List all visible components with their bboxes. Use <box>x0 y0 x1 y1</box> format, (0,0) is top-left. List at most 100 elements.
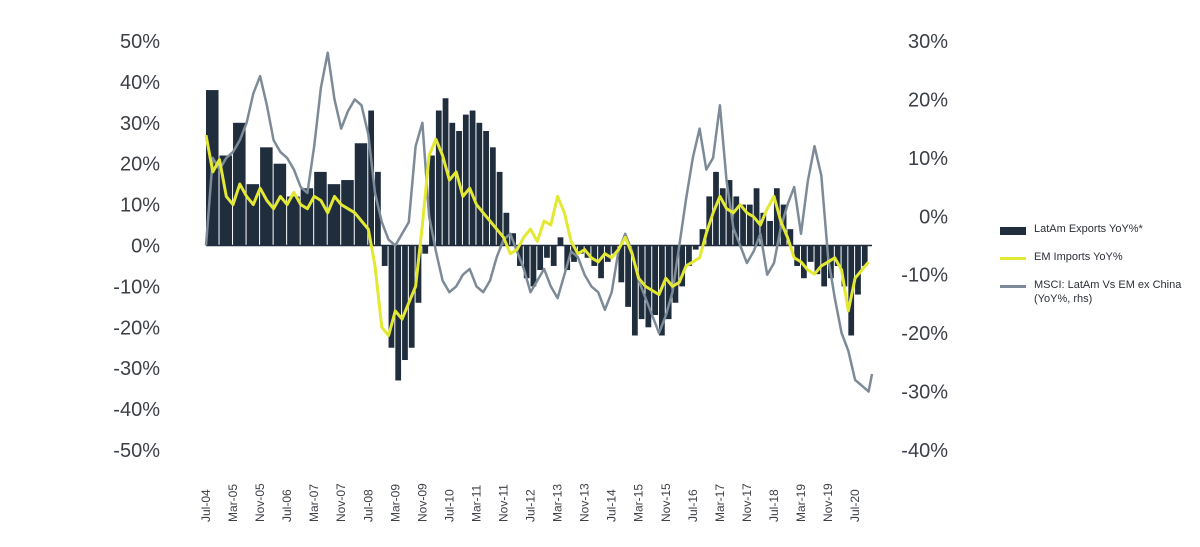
exports-bar <box>746 204 753 246</box>
x-tick-label: Jul-06 <box>280 489 294 522</box>
exports-bar <box>327 184 341 246</box>
exports-bar <box>368 110 375 246</box>
exports-bar <box>726 180 733 246</box>
exports-bars <box>206 90 868 381</box>
exports-bar <box>814 245 821 275</box>
legend: LatAm Exports YoY%* EM Imports YoY% MSCI… <box>1000 222 1190 320</box>
left-tick-label: -40% <box>113 399 160 421</box>
left-tick-label: -50% <box>113 440 160 462</box>
exports-bar <box>483 130 489 246</box>
legend-item-exports: LatAm Exports YoY%* <box>1000 222 1190 236</box>
x-tick-label: Mar-17 <box>713 484 727 522</box>
exports-bar <box>530 245 537 287</box>
x-tick-label: Nov-11 <box>497 484 511 522</box>
exports-bar <box>773 188 780 246</box>
imports-line <box>204 134 870 337</box>
x-tick-label: Nov-13 <box>578 483 592 522</box>
exports-bar <box>591 245 598 266</box>
legend-label-msci: MSCI: LatAm Vs EM ex China (YoY%, rhs) <box>1034 279 1182 305</box>
exports-bar <box>807 245 814 262</box>
x-tick-label: Jul-08 <box>361 489 375 522</box>
x-tick-label: Jul-18 <box>767 489 781 522</box>
exports-bar <box>631 245 638 336</box>
exports-bar <box>381 245 388 266</box>
x-tick-label: Mar-07 <box>307 484 321 522</box>
exports-bar <box>550 245 557 266</box>
exports-bar <box>604 245 611 262</box>
x-tick-label: Nov-09 <box>415 483 429 522</box>
right-tick-label: -30% <box>901 382 948 404</box>
exports-bar <box>733 196 740 246</box>
x-tick-label: Mar-19 <box>794 484 808 522</box>
exports-bar <box>273 163 287 246</box>
exports-bar <box>354 143 368 246</box>
x-tick-label: Jul-20 <box>848 489 862 522</box>
exports-bar <box>503 212 510 246</box>
right-tick-label: 30% <box>908 31 948 53</box>
x-axis: Jul-04 Mar-05 Nov-05 Jul-06 Mar-07 Nov-07 Jul-… <box>199 483 862 522</box>
exports-bar <box>489 147 496 246</box>
x-tick-label: Mar-15 <box>632 484 646 522</box>
exports-bar <box>760 212 767 246</box>
x-tick-label: Nov-19 <box>821 483 835 522</box>
right-tick-label: -20% <box>901 323 948 345</box>
exports-bar <box>537 245 544 271</box>
exports-bar <box>611 245 618 254</box>
left-tick-label: 10% <box>120 195 160 217</box>
exports-bar <box>557 237 564 246</box>
exports-bar <box>794 245 801 266</box>
exports-bar <box>415 245 422 303</box>
exports-bar <box>577 245 584 254</box>
exports-bar <box>834 245 841 266</box>
exports-bar <box>544 245 550 258</box>
right-tick-label: 0% <box>919 206 948 228</box>
exports-bar <box>496 171 503 246</box>
legend-swatch-msci <box>1000 285 1026 288</box>
x-tick-label: Jul-14 <box>605 489 619 522</box>
exports-bar <box>564 245 571 271</box>
exports-bar <box>388 245 395 348</box>
exports-bar <box>625 245 631 307</box>
exports-bar <box>740 204 746 246</box>
exports-bar <box>314 171 327 246</box>
x-tick-label: Nov-17 <box>740 483 754 522</box>
exports-bar <box>719 188 726 246</box>
x-tick-label: Mar-11 <box>469 485 483 522</box>
x-tick-label: Jul-10 <box>442 489 456 522</box>
x-tick-label: Jul-16 <box>686 489 700 522</box>
left-tick-label: 0% <box>131 236 160 258</box>
exports-bar <box>300 188 314 246</box>
exports-bar <box>767 220 773 246</box>
msci-line <box>204 51 874 393</box>
exports-bar <box>422 245 429 254</box>
right-tick-label: -10% <box>901 265 948 287</box>
right-axis: 30% 20% 10% 0% -10% -20% -30% -40% <box>901 31 948 462</box>
left-tick-label: -20% <box>113 317 160 339</box>
exports-bar <box>429 155 435 246</box>
x-tick-label: Mar-13 <box>551 484 565 522</box>
exports-bar <box>855 245 861 295</box>
exports-bar <box>652 245 659 316</box>
legend-label-imports: EM Imports YoY% <box>1034 251 1123 263</box>
x-tick-label: Jul-04 <box>199 489 213 522</box>
exports-bar <box>679 245 686 287</box>
exports-bar <box>699 229 706 246</box>
left-tick-label: 30% <box>120 113 160 135</box>
legend-swatch-exports <box>1000 227 1026 235</box>
exports-bar <box>462 114 469 246</box>
x-tick-label: Jul-12 <box>524 489 538 522</box>
x-tick-label: Nov-07 <box>334 483 348 522</box>
left-tick-label: 40% <box>120 72 160 94</box>
exports-bar <box>841 245 848 287</box>
exports-bar <box>449 122 456 246</box>
legend-label-exports: LatAm Exports YoY%* <box>1034 223 1143 235</box>
exports-bar <box>287 196 300 246</box>
exports-bar <box>753 188 760 246</box>
left-axis: 50% 40% 30% 20% 10% 0% -10% -20% -30% -40% -50% <box>113 31 160 462</box>
legend-item-msci: MSCI: LatAm Vs EM ex China (YoY%, rhs) <box>1000 278 1190 306</box>
right-tick-label: 20% <box>908 89 948 111</box>
exports-bar <box>787 229 794 246</box>
exports-bar <box>523 245 530 279</box>
exports-bar <box>686 245 692 266</box>
